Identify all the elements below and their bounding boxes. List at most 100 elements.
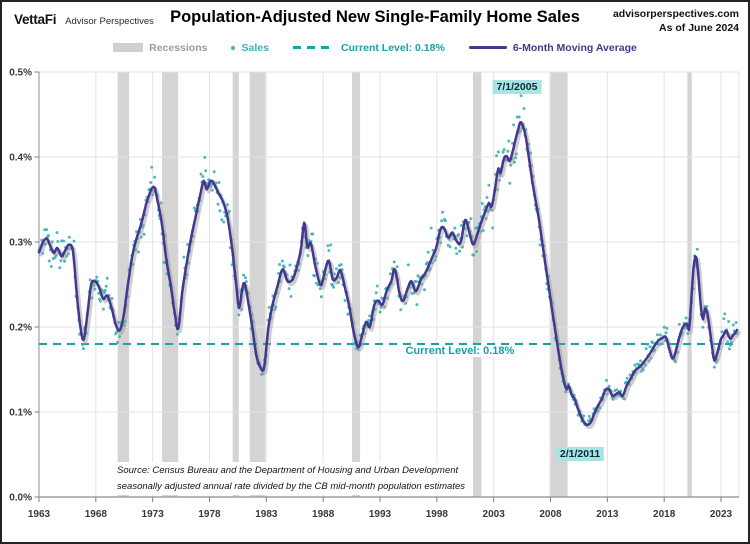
sales-point [587,414,591,418]
sales-point [280,259,284,263]
sales-point [374,291,378,295]
sales-point [475,250,479,253]
recession-band [549,72,568,497]
recession-band [472,72,482,497]
sales-point [375,284,379,288]
sales-point [88,278,92,282]
sales-point [639,359,642,363]
sales-point [415,303,419,307]
sales-point [153,175,157,179]
sales-point [388,272,392,276]
y-axis-tick-label: 0.3% [9,238,32,249]
dashed-line-icon [292,46,335,49]
sales-point [47,259,51,263]
legend-sales-label: Sales [241,41,269,54]
sales-point [101,307,105,311]
sales-point [332,285,336,289]
sales-point [665,326,669,330]
sales-point [288,263,292,267]
sales-point [615,388,619,392]
sales-point [392,260,396,264]
moving-average-line [37,120,739,427]
sales-point [103,288,107,292]
sales-point [327,249,331,252]
sales-point [507,139,511,143]
sales-point [45,228,49,232]
sales-point [722,317,726,321]
sales-point [378,310,382,314]
sales-point [501,150,505,154]
x-axis-tick-label: 1998 [426,509,449,520]
sales-point [517,115,521,119]
x-axis-tick-label: 1968 [85,509,108,520]
sales-point [182,255,186,259]
sales-point [222,220,226,224]
sales-point [651,341,655,345]
sales-point [454,246,458,250]
sales-point [367,318,371,322]
sales-point [62,239,66,243]
sales-point [55,231,59,235]
sales-point [311,232,315,236]
sales-point [203,155,207,159]
as-of-date: As of June 2024 [659,22,739,34]
sales-point [491,226,495,230]
source-note-line2: seasonally adjusted annual rate divided … [117,480,466,492]
sales-point [306,254,310,258]
sales-point [201,175,205,179]
sales-point [212,170,216,174]
sales-point [150,165,154,169]
sales-point [368,314,372,318]
sales-point [506,149,510,153]
sales-point [242,273,246,277]
sales-point [729,343,732,347]
sales-point [664,331,668,335]
sales-point [216,202,220,206]
current-level-label: Current Level: 0.18% [400,344,520,357]
sales-point [538,243,542,247]
sales-point [496,150,500,154]
sales-point [495,154,498,158]
recession-band [687,72,692,497]
legend-recessions-label: Recessions [149,41,208,54]
sales-point [512,123,516,127]
x-axis-tick-label: 1978 [198,509,221,520]
source-note: Source: Census Bureau and the Department… [117,462,471,495]
sales-point [644,347,648,351]
sales-point [443,219,447,223]
site-url: advisorperspectives.com [612,8,739,20]
sales-point [287,287,291,291]
sales-point [472,253,476,257]
sales-point [217,181,221,184]
sales-point [502,148,506,152]
sales-point [656,333,659,337]
sales-point [105,276,109,280]
sales-point [625,376,629,380]
sales-point [149,181,153,184]
sales-point [453,226,457,230]
sales-point [487,183,491,187]
sales-point [395,265,399,269]
sales-point [82,347,85,351]
x-axis-tick-label: 1983 [255,509,278,520]
sales-point [628,373,632,377]
legend-moving-average-label: 6-Month Moving Average [512,41,637,54]
legend-sales: Sales [231,41,269,54]
sales-point [645,342,649,346]
sales-point [662,325,666,329]
sales-point [289,295,293,298]
recession-swatch-icon [113,43,144,52]
advisor-perspectives-label: Advisor Perspectives [65,16,154,27]
sales-point [95,275,99,279]
sales-point [204,169,208,173]
x-axis-tick-label: 2013 [596,509,619,520]
sales-point [731,323,735,327]
sales-point [423,288,426,292]
sales-point [278,263,282,266]
sales-point [519,94,523,98]
sales-point [712,365,716,369]
legend-current-level-label: Current Level: 0.18% [340,41,445,54]
page-title: Population-Adjusted New Single-Family Ho… [170,8,580,26]
sales-point [701,325,705,329]
